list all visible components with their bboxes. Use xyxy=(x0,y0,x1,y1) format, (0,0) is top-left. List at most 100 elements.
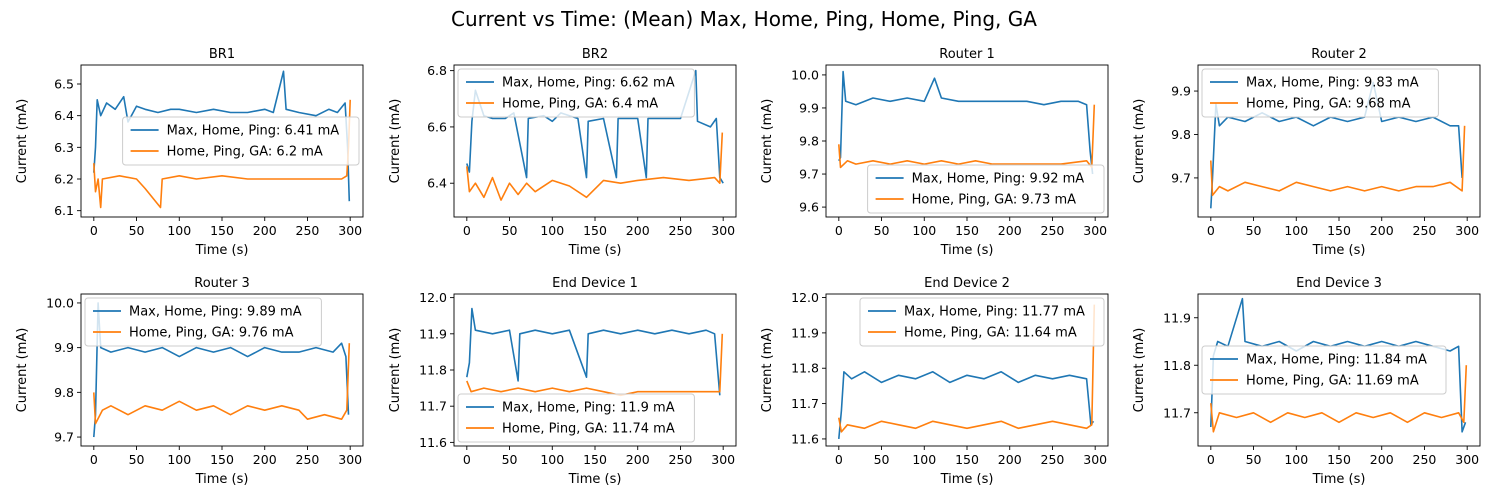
y-tick-label: 11.7 xyxy=(791,396,819,411)
y-axis-label: Current (mA) xyxy=(15,328,30,413)
x-tick-label: 100 xyxy=(1284,452,1308,467)
y-axis-label: Current (mA) xyxy=(15,99,30,184)
legend-entry: Max, Home, Ping: 9.89 mA xyxy=(129,305,302,320)
subplot-2: 0 50 100 150 200 250 300 6.4 6.6 6.8 BR2 Time (s) Cu… xyxy=(388,47,737,258)
x-tick-label: 150 xyxy=(955,223,979,238)
legend-box xyxy=(457,393,695,443)
y-tick-label: 12.0 xyxy=(791,290,819,305)
legend-entry: Max, Home, Ping: 11.84 mA xyxy=(1246,353,1427,368)
legend-box xyxy=(1201,68,1439,118)
x-tick-label: 50 xyxy=(502,223,518,238)
x-tick-label: 200 xyxy=(253,223,277,238)
legend-box xyxy=(122,116,360,166)
y-tick-label: 6.5 xyxy=(54,77,74,92)
figure-title: Current vs Time: (Mean) Max, Home, Ping,… xyxy=(451,7,1037,31)
legend-entry: Home, Ping, GA: 11.64 mA xyxy=(904,326,1077,341)
subplot-title: End Device 2 xyxy=(924,276,1010,291)
x-tick-label: 100 xyxy=(1284,223,1308,238)
y-tick-label: 11.8 xyxy=(791,361,819,376)
y-tick-label: 11.7 xyxy=(419,399,447,414)
legend-entry: Home, Ping, GA: 9.68 mA xyxy=(1246,97,1411,112)
legend-entry: Home, Ping, GA: 6.4 mA xyxy=(502,97,658,112)
y-tick-label: 9.7 xyxy=(1171,170,1191,185)
subplot-title: Router 3 xyxy=(194,276,250,291)
x-tick-label: 300 xyxy=(711,452,735,467)
series-line-2 xyxy=(838,104,1096,169)
legend-entry: Max, Home, Ping: 9.92 mA xyxy=(912,172,1085,187)
subplot-title: End Device 1 xyxy=(552,276,638,291)
x-tick-label: 250 xyxy=(1413,452,1437,467)
x-tick-label: 300 xyxy=(1083,223,1107,238)
legend: Max, Home, Ping: 6.62 mA Home, Ping, GA: … xyxy=(457,68,695,118)
x-tick-label: 200 xyxy=(998,223,1022,238)
x-tick-label: 0 xyxy=(1207,223,1215,238)
y-tick-label: 6.6 xyxy=(427,119,447,134)
x-tick-label: 100 xyxy=(912,452,936,467)
series-line-1 xyxy=(466,69,724,184)
x-tick-label: 300 xyxy=(1083,452,1107,467)
x-tick-label: 100 xyxy=(540,223,564,238)
x-tick-label: 250 xyxy=(669,223,693,238)
x-tick-label: 250 xyxy=(669,452,693,467)
x-axis-label: Time (s) xyxy=(195,243,249,258)
legend-box xyxy=(457,68,695,118)
y-tick-label: 6.4 xyxy=(427,176,447,191)
x-axis-label: Time (s) xyxy=(1312,243,1366,258)
x-tick-label: 200 xyxy=(253,452,277,467)
y-tick-label: 11.6 xyxy=(419,435,447,450)
y-tick-label: 11.6 xyxy=(791,431,819,446)
x-tick-label: 200 xyxy=(998,452,1022,467)
legend-entry: Home, Ping, GA: 11.69 mA xyxy=(1246,374,1419,389)
x-tick-label: 50 xyxy=(129,452,145,467)
legend-entry: Home, Ping, GA: 6.2 mA xyxy=(167,145,323,160)
series-line-2 xyxy=(1210,125,1466,197)
y-tick-label: 9.8 xyxy=(54,385,74,400)
x-axis-label: Time (s) xyxy=(940,472,994,487)
legend: Max, Home, Ping: 9.89 mA Home, Ping, GA: … xyxy=(84,297,322,347)
y-tick-label: 6.8 xyxy=(427,63,447,78)
x-tick-label: 250 xyxy=(1041,223,1065,238)
legend-entry: Max, Home, Ping: 11.77 mA xyxy=(904,305,1085,320)
x-tick-label: 300 xyxy=(1455,223,1479,238)
y-tick-label: 9.6 xyxy=(799,200,819,215)
y-axis-label: Current (mA) xyxy=(388,99,403,184)
series-line-1 xyxy=(93,70,351,202)
legend-box xyxy=(1201,345,1447,395)
x-tick-label: 150 xyxy=(210,223,234,238)
x-tick-label: 0 xyxy=(90,223,98,238)
y-tick-label: 11.8 xyxy=(419,363,447,378)
subplot-title: BR1 xyxy=(209,47,235,62)
legend-box xyxy=(867,164,1105,214)
subplot-4: 0 50 100 150 200 250 300 9.7 9.8 9.9 Router 2 Time … xyxy=(1132,47,1481,258)
x-tick-label: 0 xyxy=(463,452,471,467)
series-line-2 xyxy=(466,333,724,397)
legend: Max, Home, Ping: 6.41 mA Home, Ping, GA: … xyxy=(122,116,360,166)
legend: Max, Home, Ping: 9.83 mA Home, Ping, GA: … xyxy=(1201,68,1439,118)
y-axis-label: Current (mA) xyxy=(1132,99,1147,184)
subplot-title: Router 1 xyxy=(939,47,995,62)
legend-entry: Max, Home, Ping: 6.62 mA xyxy=(502,76,675,91)
legend: Max, Home, Ping: 11.77 mA Home, Ping, GA:… xyxy=(859,297,1105,347)
x-tick-label: 200 xyxy=(626,452,650,467)
x-tick-label: 0 xyxy=(1207,452,1215,467)
y-tick-label: 11.9 xyxy=(419,326,447,341)
y-tick-label: 9.8 xyxy=(1171,127,1191,142)
x-tick-label: 200 xyxy=(1370,223,1394,238)
y-axis-label: Current (mA) xyxy=(760,328,775,413)
y-tick-label: 6.3 xyxy=(54,140,74,155)
x-tick-label: 50 xyxy=(1246,452,1262,467)
subplot-6: 0 50 100 150 200 250 300 11.6 11.7 11.8 11.9 12.0 En… xyxy=(388,276,737,487)
x-tick-label: 200 xyxy=(626,223,650,238)
y-tick-label: 9.7 xyxy=(799,167,819,182)
x-tick-label: 300 xyxy=(338,452,362,467)
x-tick-label: 150 xyxy=(955,452,979,467)
y-tick-label: 10.0 xyxy=(791,67,819,82)
legend-box xyxy=(859,297,1105,347)
x-tick-label: 250 xyxy=(1041,452,1065,467)
x-tick-label: 50 xyxy=(874,223,890,238)
x-tick-label: 150 xyxy=(583,452,607,467)
y-axis-label: Current (mA) xyxy=(1132,328,1147,413)
x-axis-label: Time (s) xyxy=(568,243,622,258)
subplot-1: 0 50 100 150 200 250 300 6.1 6.2 6.3 6.4 6.5 BR1 Time… xyxy=(15,47,364,258)
